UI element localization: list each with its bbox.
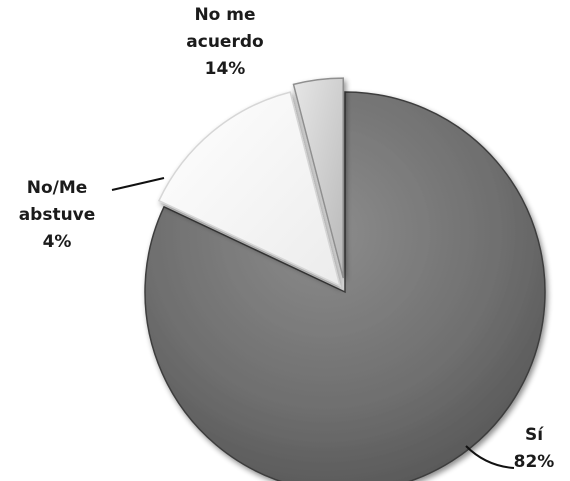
label-text: abstuve [19,205,96,225]
pie-slice-no-me-acuerdo [157,91,342,288]
pie-slice-no-me-abstuve [292,77,344,279]
label-si: Sí 82% [514,425,555,472]
pie-labels: Sí 82% No me acuerdo 14% No/Me abstuve 4% [19,5,555,472]
leader-line-no-me-abstuve [111,177,165,191]
label-text: acuerdo [186,32,263,52]
label-text: No me [194,5,255,25]
pie-slices [144,77,546,481]
label-no-me-acuerdo: No me acuerdo 14% [186,5,263,79]
label-no-me-abstuve: No/Me abstuve 4% [19,178,96,252]
pie-slice-si [144,91,546,481]
label-percent: 4% [43,232,72,252]
leader-line-si [465,445,515,469]
label-percent: 14% [205,59,246,79]
label-text: No/Me [27,178,88,198]
label-percent: 82% [514,452,555,472]
label-text: Sí [525,425,544,445]
